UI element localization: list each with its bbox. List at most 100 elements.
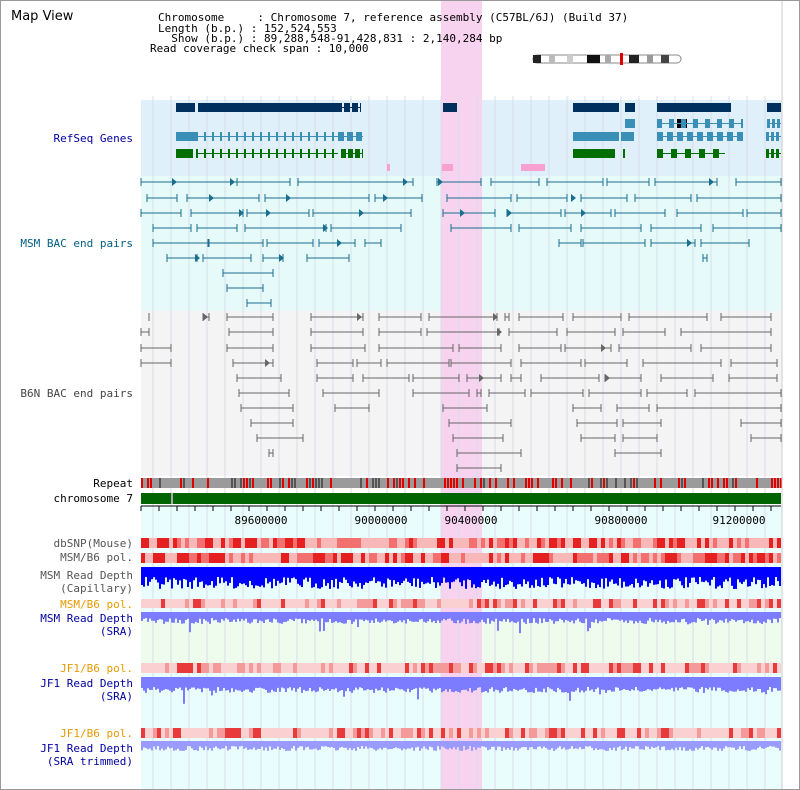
depth-bar (539, 741, 541, 747)
heat-cell (581, 553, 585, 563)
depth-bar (423, 741, 425, 747)
depth-bar (687, 567, 689, 588)
depth-bar (415, 567, 417, 587)
depth-bar (619, 677, 621, 691)
depth-bar (603, 677, 605, 690)
depth-bar (433, 567, 435, 583)
msm-b6-pol-label: MSM/B6 pol. (60, 551, 133, 564)
gene-exon (657, 103, 663, 112)
depth-bar (349, 741, 351, 748)
heat-cell (193, 663, 197, 673)
depth-bar (375, 567, 377, 583)
depth-bar (341, 741, 343, 747)
repeat-block (252, 478, 254, 488)
gene-exon (707, 132, 713, 141)
heat-cell (197, 553, 201, 563)
depth-bar (341, 567, 343, 583)
repeat-block (480, 478, 482, 488)
depth-bar (485, 741, 487, 748)
repeat-block (267, 478, 269, 488)
depth-bar (619, 612, 621, 621)
heat-cell (157, 599, 161, 608)
heat-cell (749, 728, 753, 738)
depth-bar (193, 677, 195, 688)
depth-bar (141, 741, 143, 751)
depth-bar (167, 677, 169, 690)
depth-bar (253, 741, 255, 748)
depth-bar (735, 567, 737, 589)
depth-bar (365, 567, 367, 583)
heat-cell (505, 538, 509, 548)
depth-bar (677, 567, 679, 579)
repeat-block (234, 478, 236, 488)
gene-exon (236, 132, 238, 141)
coverage-span-info-line: Read coverage check span : 10,000 (150, 42, 369, 55)
repeat-block (408, 478, 410, 488)
depth-bar (509, 741, 511, 750)
gene-exon (705, 119, 710, 128)
heat-cell (177, 663, 181, 673)
heat-cell (689, 728, 693, 738)
bac-arrow (460, 209, 465, 217)
b6n-bac-label[interactable]: B6N BAC end pairs (20, 387, 133, 400)
depth-bar (653, 567, 655, 585)
heat-cell (517, 599, 521, 608)
depth-bar (229, 612, 231, 623)
depth-bar (573, 567, 575, 584)
heat-cell (229, 538, 233, 548)
heat-cell (501, 599, 505, 608)
depth-bar (353, 677, 355, 691)
depth-bar (743, 612, 745, 624)
heat-cell (485, 599, 489, 608)
repeat-block (231, 478, 233, 488)
heat-cell (185, 599, 189, 608)
depth-bar (205, 612, 207, 621)
heat-cell (309, 553, 313, 563)
heat-cell (629, 538, 633, 548)
depth-bar (239, 612, 241, 622)
heat-cell (285, 538, 289, 548)
depth-bar (375, 741, 377, 751)
depth-bar (245, 612, 247, 619)
heat-cell (605, 599, 609, 608)
msm-bac-label[interactable]: MSM BAC end pairs (20, 237, 133, 250)
depth-bar (275, 567, 277, 586)
heat-cell (509, 538, 513, 548)
depth-bar (625, 677, 627, 690)
heat-cell (333, 553, 337, 563)
depth-bar (241, 741, 243, 747)
depth-bar (183, 612, 185, 624)
heat-cell (225, 663, 229, 673)
depth-bar (483, 677, 485, 692)
heat-cell (617, 599, 621, 608)
depth-bar (697, 612, 699, 619)
heat-cell (709, 553, 713, 563)
heat-cell (269, 663, 273, 673)
depth-bar (741, 567, 743, 584)
depth-bar (727, 741, 729, 748)
heat-cell (205, 553, 209, 563)
depth-bar (471, 741, 473, 751)
depth-bar (545, 677, 547, 693)
depth-bar (457, 567, 459, 579)
depth-bar (615, 741, 617, 751)
refseq-genes-label[interactable]: RefSeq Genes (53, 132, 133, 145)
depth-bar (369, 612, 371, 623)
heat-cell (357, 553, 361, 563)
depth-bar (575, 612, 577, 621)
depth-bar (767, 741, 769, 748)
heat-cell (269, 538, 273, 548)
heat-cell (397, 553, 401, 563)
bac-arrow (605, 374, 610, 382)
heat-cell (581, 663, 585, 673)
heat-cell (549, 538, 553, 548)
depth-bar (149, 612, 151, 619)
heat-cell (277, 553, 281, 563)
heat-cell (173, 663, 177, 673)
depth-bar (153, 567, 155, 578)
depth-bar (175, 677, 177, 688)
depth-bar (749, 677, 751, 690)
page-title: Map View (11, 9, 74, 24)
repeat-block (402, 478, 404, 488)
